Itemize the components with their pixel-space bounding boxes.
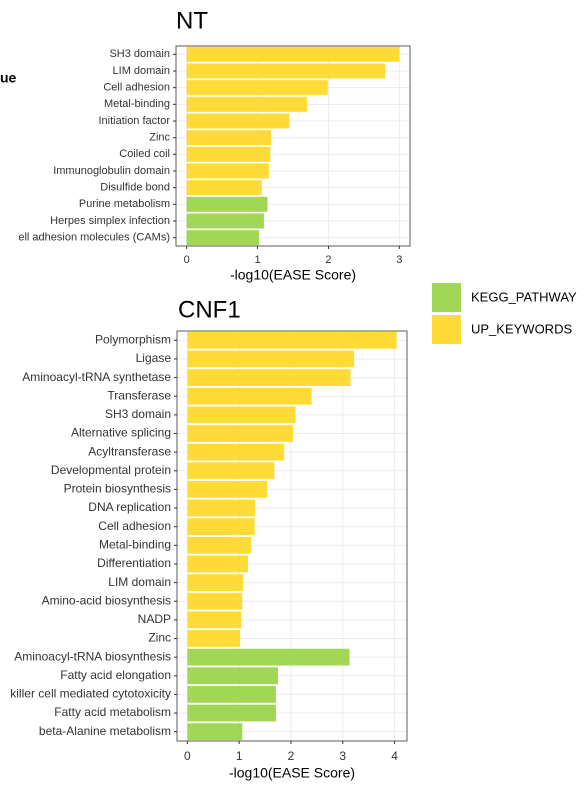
bar bbox=[186, 146, 271, 162]
x-tick-label: 2 bbox=[288, 749, 295, 763]
x-tick-label: 4 bbox=[391, 749, 398, 763]
bar bbox=[187, 406, 296, 424]
y-tick-label: Polymorphism bbox=[95, 332, 171, 346]
x-axis-label: -log10(EASE Score) bbox=[230, 267, 356, 283]
bar bbox=[187, 350, 355, 368]
x-tick-label: 1 bbox=[236, 749, 243, 763]
plot-background bbox=[176, 46, 410, 246]
bar bbox=[187, 574, 244, 591]
y-tick-label: Metal-binding bbox=[99, 537, 171, 551]
y-tick-label: Immunoglobulin domain bbox=[53, 165, 170, 177]
y-tick-label: Disulfide bond bbox=[100, 182, 170, 194]
legend-swatch bbox=[432, 315, 461, 344]
bar bbox=[186, 80, 328, 96]
clipped-legend-title: ue bbox=[0, 70, 17, 86]
y-tick-label: Fatty acid elongation bbox=[60, 668, 171, 682]
y-tick-label: beta-Alanine metabolism bbox=[39, 724, 171, 738]
legend-label: KEGG_PATHWAY bbox=[471, 289, 577, 304]
bar bbox=[187, 369, 351, 386]
y-tick-label: NADP bbox=[138, 612, 171, 626]
y-tick-label: Fatty acid metabolism bbox=[54, 705, 171, 719]
bar bbox=[186, 63, 386, 79]
y-tick-label: Herpes simplex infection bbox=[50, 215, 170, 227]
bar bbox=[186, 196, 268, 212]
y-tick-label: killer cell mediated cytotoxicity bbox=[10, 687, 171, 701]
y-tick-label: ell adhesion molecules (CAMs) bbox=[18, 232, 170, 244]
bar bbox=[187, 425, 294, 442]
y-tick-label: Aminoacyl-tRNA synthetase bbox=[22, 370, 171, 384]
bar bbox=[187, 536, 252, 554]
bar bbox=[187, 518, 255, 536]
y-tick-label: LIM domain bbox=[108, 575, 171, 589]
panel-border bbox=[176, 330, 408, 742]
bar bbox=[187, 704, 276, 722]
legend-swatch bbox=[432, 283, 461, 312]
y-tick-label: Developmental protein bbox=[51, 463, 171, 477]
bar bbox=[187, 331, 397, 349]
y-tick-label: Transferase bbox=[107, 388, 171, 402]
x-axis-label: -log10(EASE Score) bbox=[229, 765, 355, 781]
y-tick-label: SH3 domain bbox=[105, 407, 171, 421]
bar bbox=[187, 686, 276, 703]
y-tick-label: Ligase bbox=[136, 351, 172, 365]
y-tick-label: Protein biosynthesis bbox=[64, 482, 171, 496]
bar bbox=[186, 46, 400, 62]
x-tick-label: 2 bbox=[325, 254, 331, 266]
bar bbox=[187, 481, 268, 498]
y-tick-label: Aminoacyl-tRNA biosynthesis bbox=[14, 649, 171, 663]
y-tick-label: Metal-binding bbox=[104, 98, 170, 110]
y-tick-label: Alternative splicing bbox=[71, 426, 171, 440]
bar bbox=[186, 163, 269, 179]
chart-title: NT bbox=[176, 7, 208, 34]
y-tick-label: DNA replication bbox=[88, 500, 171, 514]
y-tick-label: Cell adhesion bbox=[103, 82, 170, 94]
bar bbox=[187, 648, 350, 666]
y-tick-label: Acyltransferase bbox=[88, 444, 171, 458]
y-tick-label: Initiation factor bbox=[98, 115, 170, 127]
y-tick-label: Amino-acid biosynthesis bbox=[42, 593, 171, 607]
y-tick-label: Zinc bbox=[148, 631, 171, 645]
bar bbox=[187, 387, 312, 405]
legend-label: UP_KEYWORDS bbox=[471, 321, 572, 336]
bar bbox=[187, 555, 248, 573]
bar bbox=[186, 113, 290, 129]
bar bbox=[186, 180, 262, 196]
x-tick-label: 3 bbox=[396, 254, 402, 266]
y-tick-label: Differentiation bbox=[97, 556, 171, 570]
chart-title: CNF1 bbox=[178, 296, 241, 323]
y-tick-label: Purine metabolism bbox=[79, 198, 170, 210]
bar bbox=[187, 630, 241, 647]
bar bbox=[187, 611, 242, 629]
bar bbox=[186, 96, 308, 112]
x-tick-label: 0 bbox=[184, 749, 191, 763]
bar bbox=[187, 499, 256, 517]
y-tick-label: Zinc bbox=[149, 132, 170, 144]
bar bbox=[187, 592, 243, 610]
y-tick-label: SH3 domain bbox=[109, 48, 170, 60]
bar bbox=[187, 723, 243, 741]
bar bbox=[187, 462, 275, 480]
x-tick-label: 1 bbox=[254, 254, 260, 266]
bar bbox=[187, 667, 279, 685]
bar bbox=[187, 443, 285, 461]
bar bbox=[186, 213, 264, 229]
x-tick-label: 0 bbox=[184, 254, 190, 266]
bar bbox=[186, 230, 259, 246]
x-tick-label: 3 bbox=[339, 749, 346, 763]
y-tick-label: Coiled coil bbox=[119, 148, 170, 160]
bar bbox=[186, 130, 272, 146]
y-tick-label: Cell adhesion bbox=[98, 519, 171, 533]
panel-border bbox=[175, 45, 411, 247]
y-tick-label: LIM domain bbox=[113, 65, 170, 77]
